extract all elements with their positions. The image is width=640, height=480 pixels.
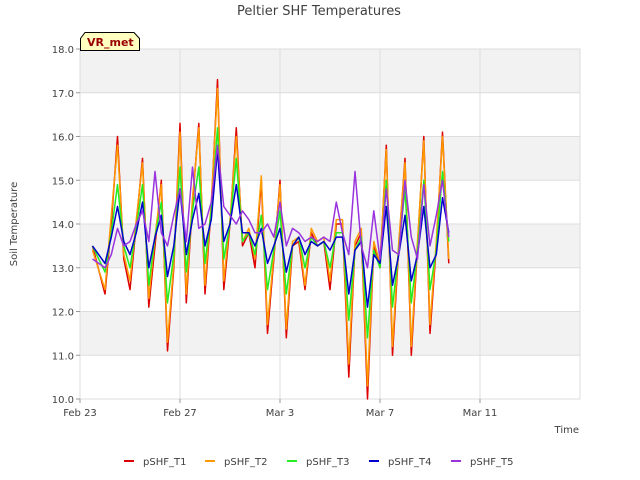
- plot-background-bands: [80, 49, 580, 356]
- series-line-pshf_t5: [92, 144, 450, 269]
- station-badge-label: VR_met: [87, 36, 134, 49]
- x-tick-label: Mar 3: [266, 408, 294, 419]
- background-band: [80, 311, 580, 356]
- background-band: [80, 49, 580, 93]
- y-tick-label: 13.0: [52, 264, 74, 275]
- legend-label: pSHF_T5: [470, 457, 513, 468]
- legend-label: pSHF_T4: [388, 457, 431, 468]
- y-tick-label: 17.0: [52, 89, 74, 100]
- legend-label: pSHF_T3: [306, 457, 349, 468]
- station-badge-shape: [80, 32, 140, 51]
- y-tick-label: 15.0: [52, 176, 74, 187]
- series-line-pshf_t4: [91, 148, 450, 308]
- y-tick-label: 14.0: [52, 220, 74, 231]
- background-band: [80, 136, 580, 181]
- chart-title: Peltier SHF Temperatures: [237, 4, 401, 19]
- x-axis-ticks: Feb 23 Feb 27 Mar 3 Mar 7 Mar 11: [63, 399, 497, 419]
- y-axis-label: Soil Temperature: [9, 182, 20, 267]
- legend: pSHF_T1 pSHF_T2 pSHF_T3 pSHF_T4 pSHF_T5: [124, 457, 513, 468]
- x-tick-label: Feb 23: [63, 408, 97, 419]
- y-tick-label: 10.0: [52, 395, 74, 406]
- legend-label: pSHF_T2: [224, 457, 267, 468]
- station-badge: VR_met: [80, 32, 140, 51]
- x-tick-label: Mar 7: [366, 408, 394, 419]
- y-axis-ticks: 10.0 11.0 12.0 13.0 14.0 15.0 16.0 17.0 18.0: [52, 45, 80, 406]
- y-tick-label: 12.0: [52, 308, 74, 319]
- legend-label: pSHF_T1: [143, 457, 186, 468]
- y-tick-label: 18.0: [52, 45, 74, 56]
- y-tick-label: 16.0: [52, 133, 74, 144]
- x-axis-label: Time: [554, 425, 579, 436]
- x-tick-label: Feb 27: [163, 408, 197, 419]
- series-lines: [91, 78, 450, 400]
- y-tick-label: 11.0: [52, 351, 74, 362]
- x-tick-label: Mar 11: [463, 408, 498, 419]
